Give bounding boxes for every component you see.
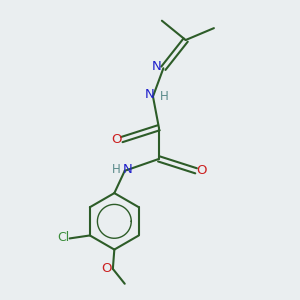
Text: O: O <box>196 164 207 177</box>
Text: H: H <box>111 164 120 176</box>
Text: O: O <box>111 133 122 146</box>
Text: Cl: Cl <box>57 231 69 244</box>
Text: H: H <box>160 90 169 103</box>
Text: N: N <box>145 88 155 100</box>
Text: N: N <box>152 60 162 73</box>
Text: N: N <box>123 163 133 176</box>
Text: O: O <box>102 262 112 275</box>
